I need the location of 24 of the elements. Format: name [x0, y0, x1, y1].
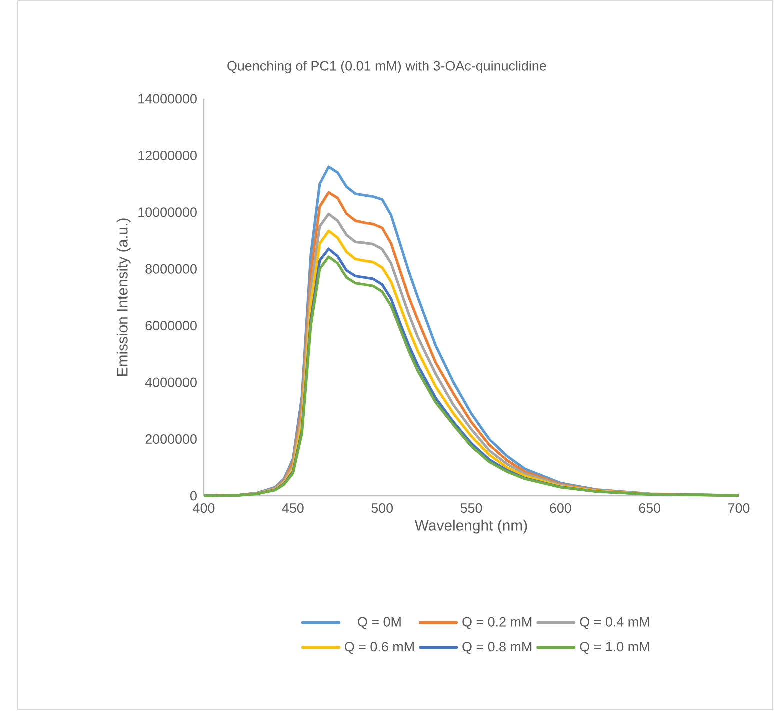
y-tick-label: 0: [190, 491, 197, 501]
x-tick-label: 500: [372, 504, 394, 514]
chart-title: Quenching of PC1 (0.01 mM) with 3-OAc-quinuclidine: [228, 60, 546, 74]
x-tick-label: 550: [460, 504, 482, 514]
x-tick-label: 400: [193, 504, 215, 514]
x-tick-label: 650: [639, 504, 661, 514]
legend-label: Q = 0M: [358, 617, 401, 630]
x-axis-title: Wavelenght (nm): [414, 520, 528, 534]
y-tick-label: 12000000: [138, 150, 197, 160]
x-tick-label: 600: [550, 504, 572, 514]
y-tick-label: 6000000: [146, 321, 197, 331]
legend-label: Q = 0.4 mM: [580, 617, 650, 630]
legend-label: Q = 1.0 mM: [580, 642, 650, 654]
legend-label: Q = 0.8 mM: [462, 642, 532, 654]
y-tick-label: 2000000: [146, 434, 197, 444]
legend-label: Q = 0.6 mM: [345, 642, 414, 654]
y-tick-label: 10000000: [138, 208, 197, 218]
x-tick-label: 450: [282, 504, 304, 514]
y-tick-label: 8000000: [146, 264, 197, 274]
y-tick-label: 14000000: [138, 94, 197, 104]
y-axis-title: Emission Intensity (a.u.): [116, 218, 131, 376]
legend-label: Q = 0.2 mM: [462, 617, 532, 630]
x-tick-label: 700: [728, 504, 750, 514]
y-tick-label: 4000000: [145, 378, 197, 388]
